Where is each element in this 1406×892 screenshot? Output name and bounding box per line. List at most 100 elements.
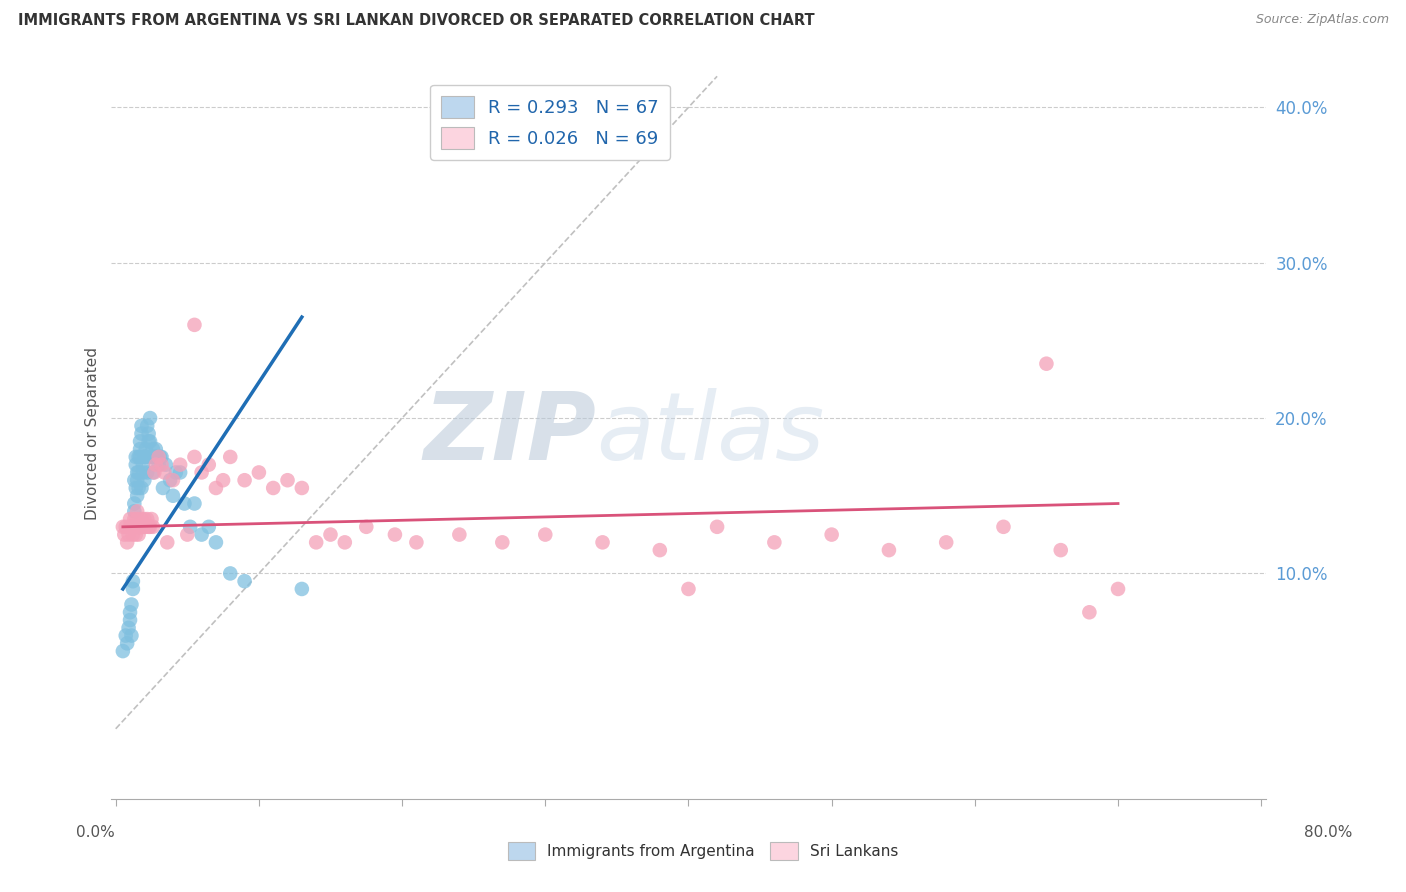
Point (125, 520, 148, 534)
Point (233, 574, 256, 589)
Point (1049, 543, 1071, 558)
Point (125, 458, 148, 472)
Point (305, 535, 328, 549)
Point (183, 318, 205, 332)
Point (122, 582, 145, 596)
Point (131, 418, 153, 433)
Point (148, 458, 170, 472)
Point (127, 466, 149, 480)
Point (534, 527, 557, 541)
Text: 80.0%: 80.0% (1305, 825, 1353, 840)
Point (145, 442, 167, 457)
Point (131, 512, 153, 526)
Point (262, 481, 284, 495)
Point (131, 481, 153, 495)
Point (592, 535, 614, 549)
Point (706, 520, 728, 534)
Point (128, 481, 150, 495)
Point (333, 535, 356, 549)
Point (149, 450, 172, 464)
Point (111, 520, 134, 534)
Y-axis label: Divorced or Separated: Divorced or Separated (86, 347, 100, 520)
Point (384, 527, 406, 541)
Point (678, 582, 700, 596)
Point (125, 450, 148, 464)
Point (877, 543, 900, 558)
Point (173, 496, 195, 510)
Legend: R = 0.293   N = 67, R = 0.026   N = 69: R = 0.293 N = 67, R = 0.026 N = 69 (430, 85, 669, 160)
Point (129, 520, 152, 534)
Point (1035, 357, 1057, 371)
Point (135, 450, 157, 464)
Point (117, 621, 139, 635)
Point (122, 520, 145, 534)
Point (142, 466, 165, 480)
Point (131, 520, 153, 534)
Point (143, 450, 166, 464)
Point (291, 481, 314, 495)
Point (117, 527, 139, 541)
Point (155, 458, 177, 472)
Point (132, 466, 155, 480)
Point (491, 535, 513, 549)
Point (190, 527, 212, 541)
Point (156, 535, 179, 549)
Point (118, 512, 141, 526)
Point (148, 450, 170, 464)
Point (142, 520, 165, 534)
Point (111, 644, 134, 658)
Legend: Immigrants from Argentina, Sri Lankans: Immigrants from Argentina, Sri Lankans (502, 836, 904, 866)
Point (179, 520, 201, 534)
Point (197, 458, 219, 472)
Point (132, 458, 155, 472)
Point (145, 450, 167, 464)
Point (159, 473, 181, 487)
Point (120, 629, 142, 643)
Point (138, 520, 160, 534)
Point (233, 473, 256, 487)
Point (277, 473, 299, 487)
Point (122, 574, 145, 589)
Point (143, 466, 166, 480)
Point (128, 527, 150, 541)
Point (145, 458, 167, 472)
Point (820, 527, 842, 541)
Point (115, 535, 138, 549)
Point (128, 466, 150, 480)
Point (153, 466, 176, 480)
Point (128, 450, 150, 464)
Point (205, 481, 228, 495)
Point (124, 473, 146, 487)
Point (138, 426, 160, 441)
Point (993, 520, 1015, 534)
Text: ZIP: ZIP (423, 388, 596, 480)
Point (125, 527, 148, 541)
Point (197, 520, 219, 534)
Point (124, 496, 146, 510)
Point (176, 527, 198, 541)
Point (169, 466, 191, 480)
Point (114, 520, 136, 534)
Point (124, 512, 146, 526)
Point (124, 504, 146, 518)
Point (169, 458, 191, 472)
Point (136, 466, 159, 480)
Point (129, 434, 152, 449)
Text: Source: ZipAtlas.com: Source: ZipAtlas.com (1256, 13, 1389, 27)
Point (134, 512, 156, 526)
Point (129, 442, 152, 457)
Point (136, 418, 159, 433)
Point (127, 489, 149, 503)
Point (763, 535, 786, 549)
Point (152, 481, 174, 495)
Point (212, 473, 235, 487)
Text: 0.0%: 0.0% (76, 825, 115, 840)
Point (135, 442, 157, 457)
Point (162, 473, 184, 487)
Text: IMMIGRANTS FROM ARGENTINA VS SRI LANKAN DIVORCED OR SEPARATED CORRELATION CHART: IMMIGRANTS FROM ARGENTINA VS SRI LANKAN … (18, 13, 815, 29)
Point (291, 582, 314, 596)
Point (142, 442, 165, 457)
Point (114, 629, 136, 643)
Point (219, 566, 242, 581)
Point (139, 520, 162, 534)
